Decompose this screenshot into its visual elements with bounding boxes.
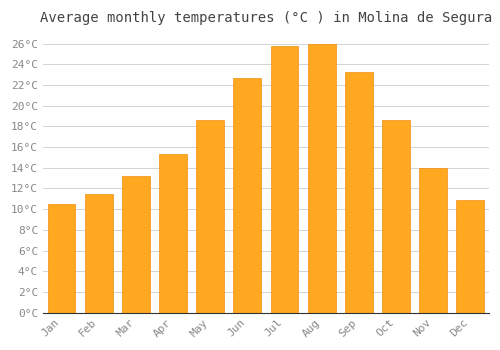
Bar bbox=[382, 120, 410, 313]
Bar bbox=[234, 78, 262, 313]
Bar bbox=[196, 120, 224, 313]
Bar bbox=[122, 176, 150, 313]
Bar bbox=[270, 46, 298, 313]
Bar bbox=[85, 194, 112, 313]
Bar bbox=[308, 43, 336, 313]
Bar bbox=[48, 204, 76, 313]
Title: Average monthly temperatures (°C ) in Molina de Segura: Average monthly temperatures (°C ) in Mo… bbox=[40, 11, 492, 25]
Bar bbox=[419, 168, 447, 313]
Bar bbox=[345, 71, 373, 313]
Bar bbox=[159, 154, 187, 313]
Bar bbox=[456, 200, 484, 313]
